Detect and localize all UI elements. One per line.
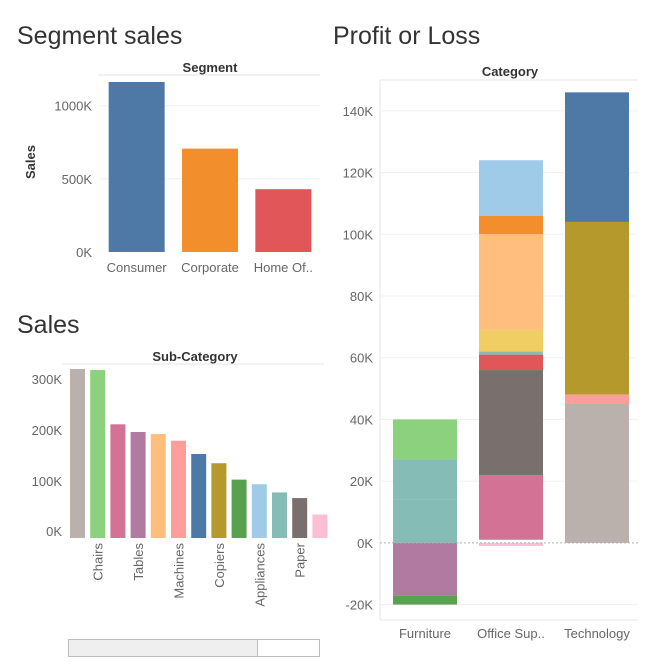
subcategory-bar <box>150 434 166 538</box>
subcategory-bar <box>110 424 126 538</box>
subcategory-label: Tables <box>131 543 146 581</box>
subcategory-bar <box>211 463 227 538</box>
subcategory-bar <box>171 440 186 538</box>
profit-bar-segment <box>565 92 629 222</box>
profit-bar-segment <box>479 370 543 475</box>
profit-bar-segment <box>565 221 629 395</box>
profit-category-label: Office Sup.. <box>477 626 545 641</box>
subcategory-axis-title: Sub-Category <box>152 349 238 364</box>
segment-category-label: Home Of.. <box>254 260 313 275</box>
profit-ytick-label: 100K <box>343 227 374 242</box>
subcategory-label: Chairs <box>91 543 106 581</box>
scrollbar-thumb[interactable] <box>69 640 258 656</box>
subcategory-ytick-label: 200K <box>32 423 63 438</box>
sales-scrollbar[interactable] <box>68 639 320 657</box>
profit-bar-segment <box>479 542 543 546</box>
profit-bar-segment <box>479 354 543 371</box>
subcategory-bar <box>191 454 207 538</box>
profit-or-loss-title: Profit or Loss <box>333 22 481 50</box>
subcategory-label: Appliances <box>252 543 267 607</box>
profit-axis-title: Category <box>482 64 539 79</box>
profit-ytick-label: 40K <box>350 412 373 427</box>
profit-bar-segment <box>565 394 629 404</box>
profit-bar-segment <box>393 499 457 543</box>
profit-bar-segment <box>393 419 457 460</box>
segment-bar <box>255 189 312 252</box>
segment-ylabel: Sales <box>23 145 38 179</box>
subcategory-bar <box>251 484 267 538</box>
segment-ytick-label: 1000K <box>54 99 92 114</box>
subcategory-label: Paper <box>293 542 308 577</box>
subcategory-bar <box>90 370 106 538</box>
profit-bar-segment <box>479 160 543 216</box>
subcategory-bar <box>272 492 287 538</box>
profit-bar-segment <box>479 351 543 355</box>
segment-ytick-label: 500K <box>62 172 93 187</box>
sales-title: Sales <box>17 311 80 339</box>
profit-ytick-label: 20K <box>350 474 373 489</box>
profit-category-label: Technology <box>564 626 630 641</box>
profit-bar-segment <box>393 459 457 500</box>
profit-bar-segment <box>393 542 457 596</box>
segment-ytick-label: 0K <box>76 245 92 260</box>
subcategory-ytick-label: 300K <box>32 372 63 387</box>
subcategory-ytick-label: 100K <box>32 474 63 489</box>
profit-bar-segment <box>479 234 543 330</box>
profit-ytick-label: 120K <box>343 166 374 181</box>
profit-category-label: Furniture <box>399 626 451 641</box>
segment-axis-title: Segment <box>183 60 239 75</box>
profit-bar-segment <box>479 215 543 235</box>
profit-bar-segment <box>479 474 543 540</box>
profit-ytick-label: 80K <box>350 289 373 304</box>
profit-bar-segment <box>565 404 629 543</box>
segment-bar <box>108 82 165 252</box>
profit-ytick-label: 140K <box>343 104 374 119</box>
segment-sales-title: Segment sales <box>17 22 183 50</box>
subcategory-label: Machines <box>172 543 187 599</box>
profit-bar-segment <box>479 329 543 352</box>
subcategory-bar <box>292 498 308 538</box>
subcategory-bar <box>231 479 247 538</box>
segment-category-label: Consumer <box>107 260 168 275</box>
subcategory-ytick-label: 0K <box>46 524 62 539</box>
profit-ytick-label: -20K <box>346 598 374 613</box>
subcategory-bar <box>130 431 146 538</box>
profit-ytick-label: 60K <box>350 351 373 366</box>
segment-category-label: Corporate <box>181 260 239 275</box>
subcategory-bar <box>70 369 85 538</box>
profit-bar-segment <box>393 595 457 605</box>
subcategory-bar <box>312 514 328 538</box>
profit-ytick-label: 0K <box>357 536 373 551</box>
subcategory-label: Copiers <box>212 543 227 588</box>
segment-bar <box>182 148 238 252</box>
